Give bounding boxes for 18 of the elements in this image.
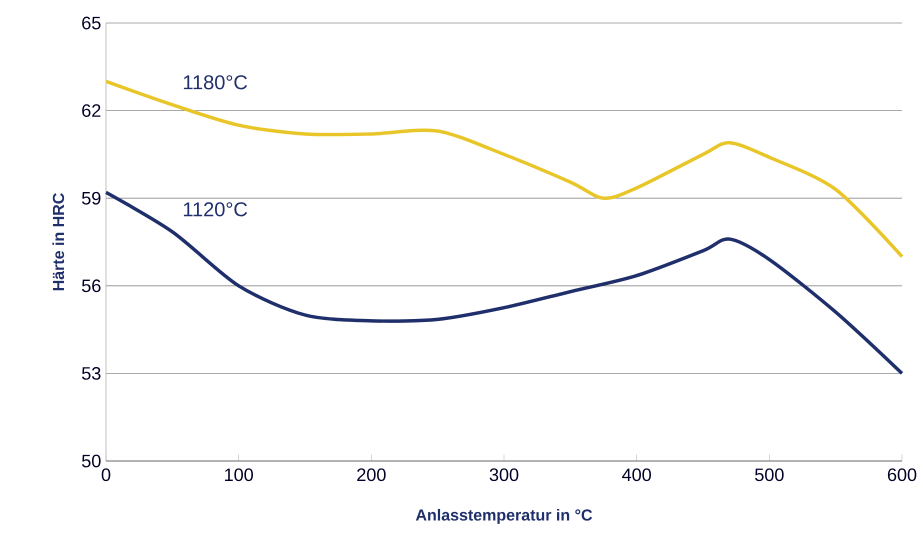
line-series	[104, 190, 904, 376]
x-tick-label: 300	[490, 468, 518, 482]
x-tick-label: 200	[357, 468, 386, 482]
y-tick-label: 50	[82, 454, 101, 468]
x-tick-label: 0	[102, 468, 110, 482]
y-axis-title: Härte in HRC	[52, 193, 64, 290]
x-tick-label: 600	[888, 468, 916, 482]
x-tick-label: 400	[622, 468, 651, 482]
x-tick-label: 500	[755, 468, 784, 482]
x-axis-title: Anlasstemperatur in °C	[416, 508, 592, 524]
y-tick-label: 65	[82, 16, 101, 30]
x-tick-label: 100	[225, 468, 253, 482]
series-label: 1120°C	[184, 202, 248, 216]
y-tick-label: 53	[82, 367, 101, 380]
y-tick-label: 62	[82, 104, 100, 117]
series-label: 1180°C	[184, 75, 248, 90]
y-tick-label: 59	[82, 192, 100, 205]
y-tick-label: 56	[82, 279, 101, 292]
